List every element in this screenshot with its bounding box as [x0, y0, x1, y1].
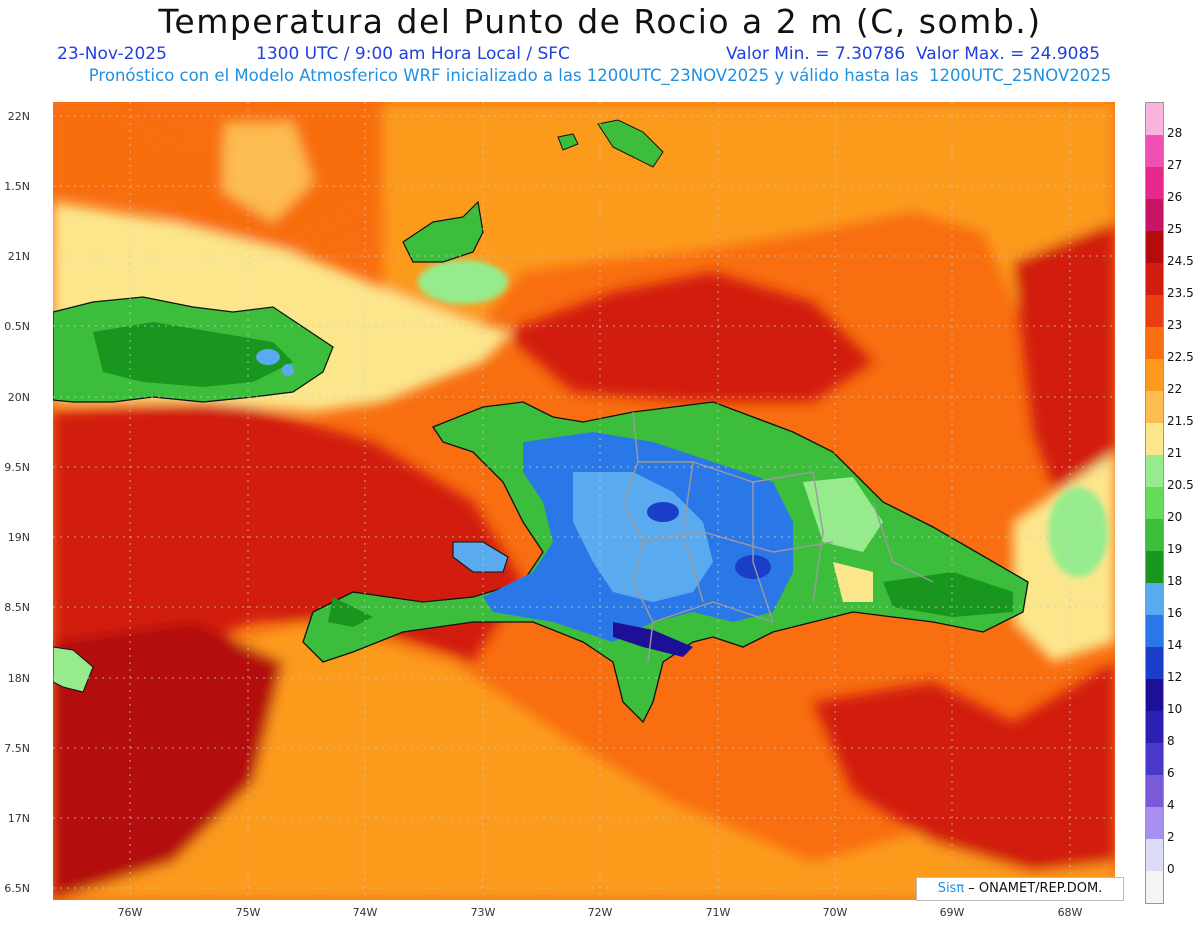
province-borders: [622, 411, 934, 663]
pale-patch-north: [418, 260, 508, 304]
colorbar-label: 23: [1167, 318, 1183, 332]
colorbar-label: 28: [1167, 126, 1183, 140]
orange-zone-south: [53, 622, 1115, 900]
lon-label: 73W: [470, 906, 496, 919]
dewpoint-map: [53, 102, 1115, 900]
colorbar-swatch: [1146, 231, 1163, 263]
colorbar-label: 23.5: [1167, 286, 1194, 300]
colorbar-swatch: [1146, 103, 1163, 135]
pale-patch-east: [1048, 487, 1108, 577]
lat-label: 19N: [7, 531, 30, 544]
colorbar-swatch: [1146, 871, 1163, 903]
lat-label: 0.5N: [4, 320, 30, 333]
colorbar-swatch: [1146, 615, 1163, 647]
lat-label: 20N: [7, 391, 30, 404]
sispi-logo: Sisπ: [937, 881, 965, 896]
lon-label: 70W: [822, 906, 848, 919]
colorbar-label: 2: [1167, 830, 1175, 844]
colorbar-swatch: [1146, 711, 1163, 743]
colorbar-label: 12: [1167, 670, 1183, 684]
min-max-values: Valor Min. = 7.30786 Valor Max. = 24.908…: [726, 44, 1101, 64]
colorbar-swatch: [1146, 423, 1163, 455]
cuba-landmass: [53, 296, 334, 403]
colorbar-swatch: [1146, 327, 1163, 359]
colorbar-swatch: [1146, 519, 1163, 551]
forecast-time: 1300 UTC / 9:00 am Hora Local / SFC: [256, 44, 570, 64]
credit-box: Sisπ – ONAMET/REP.DOM.: [916, 877, 1124, 901]
colorbar-swatch: [1146, 263, 1163, 295]
colorbar-swatch: [1146, 391, 1163, 423]
colorbar: [1145, 102, 1164, 904]
lat-label: 9.5N: [4, 461, 30, 474]
colorbar-swatch: [1146, 199, 1163, 231]
colorbar-swatch: [1146, 487, 1163, 519]
colorbar-label: 16: [1167, 606, 1183, 620]
yellow-zone-north: [223, 122, 313, 222]
lat-label: 8.5N: [4, 601, 30, 614]
lon-label: 74W: [352, 906, 378, 919]
lat-label: 22N: [7, 110, 30, 123]
colorbar-label: 20: [1167, 510, 1183, 524]
colorbar-label: 18: [1167, 574, 1183, 588]
red-zone-south: [53, 622, 283, 900]
colorbar-label: 21: [1167, 446, 1183, 460]
colorbar-label: 20.5: [1167, 478, 1194, 492]
colorbar-label: 8: [1167, 734, 1175, 748]
colorbar-label: 25: [1167, 222, 1183, 236]
colorbar-label: 26: [1167, 190, 1183, 204]
colorbar-swatch: [1146, 775, 1163, 807]
colorbar-label: 0: [1167, 862, 1175, 876]
colorbar-label: 10: [1167, 702, 1183, 716]
lat-label: 7.5N: [4, 742, 30, 755]
colorbar-swatch: [1146, 647, 1163, 679]
lon-label: 76W: [117, 906, 143, 919]
colorbar-swatch: [1146, 583, 1163, 615]
lat-label: 21N: [7, 250, 30, 263]
red-zone-southeast: [813, 662, 1115, 872]
colorbar-label: 22.5: [1167, 350, 1194, 364]
lat-label: 17N: [7, 812, 30, 825]
lon-label: 68W: [1057, 906, 1083, 919]
lon-label: 69W: [939, 906, 965, 919]
lon-label: 71W: [705, 906, 731, 919]
lon-label: 72W: [587, 906, 613, 919]
colorbar-label: 22: [1167, 382, 1183, 396]
colorbar-label: 6: [1167, 766, 1175, 780]
red-zone-center: [503, 272, 873, 402]
caicos-west: [557, 133, 579, 151]
lat-label: 18N: [7, 672, 30, 685]
colorbar-swatch: [1146, 359, 1163, 391]
caicos-islands: [597, 119, 664, 168]
orange-zone-north: [383, 102, 1115, 352]
model-subtitle: Pronóstico con el Modelo Atmosferico WRF…: [88, 66, 1112, 85]
colorbar-label: 19: [1167, 542, 1183, 556]
jamaica-fragment: [53, 646, 94, 693]
credit-text: – ONAMET/REP.DOM.: [964, 881, 1103, 896]
colorbar-swatch: [1146, 167, 1163, 199]
lat-label: 1.5N: [4, 180, 30, 193]
colorbar-swatch: [1146, 839, 1163, 871]
colorbar-label: 4: [1167, 798, 1175, 812]
colorbar-swatch: [1146, 743, 1163, 775]
inagua-island: [402, 200, 484, 263]
red-zone-ne: [53, 102, 383, 252]
lon-label: 75W: [235, 906, 261, 919]
colorbar-swatch: [1146, 135, 1163, 167]
colorbar-swatch: [1146, 455, 1163, 487]
colorbar-swatch: [1146, 295, 1163, 327]
colorbar-label: 21.5: [1167, 414, 1194, 428]
lat-label: 6.5N: [4, 882, 30, 895]
colorbar-label: 24.5: [1167, 254, 1194, 268]
graticule: [53, 102, 1115, 900]
colorbar-swatch: [1146, 807, 1163, 839]
chart-title: Temperatura del Punto de Rocio a 2 m (C,…: [158, 2, 1042, 41]
colorbar-label: 27: [1167, 158, 1183, 172]
forecast-date: 23-Nov-2025: [57, 44, 167, 64]
gonave-island: [452, 541, 509, 573]
colorbar-swatch: [1146, 679, 1163, 711]
colorbar-swatch: [1146, 551, 1163, 583]
colorbar-label: 14: [1167, 638, 1183, 652]
